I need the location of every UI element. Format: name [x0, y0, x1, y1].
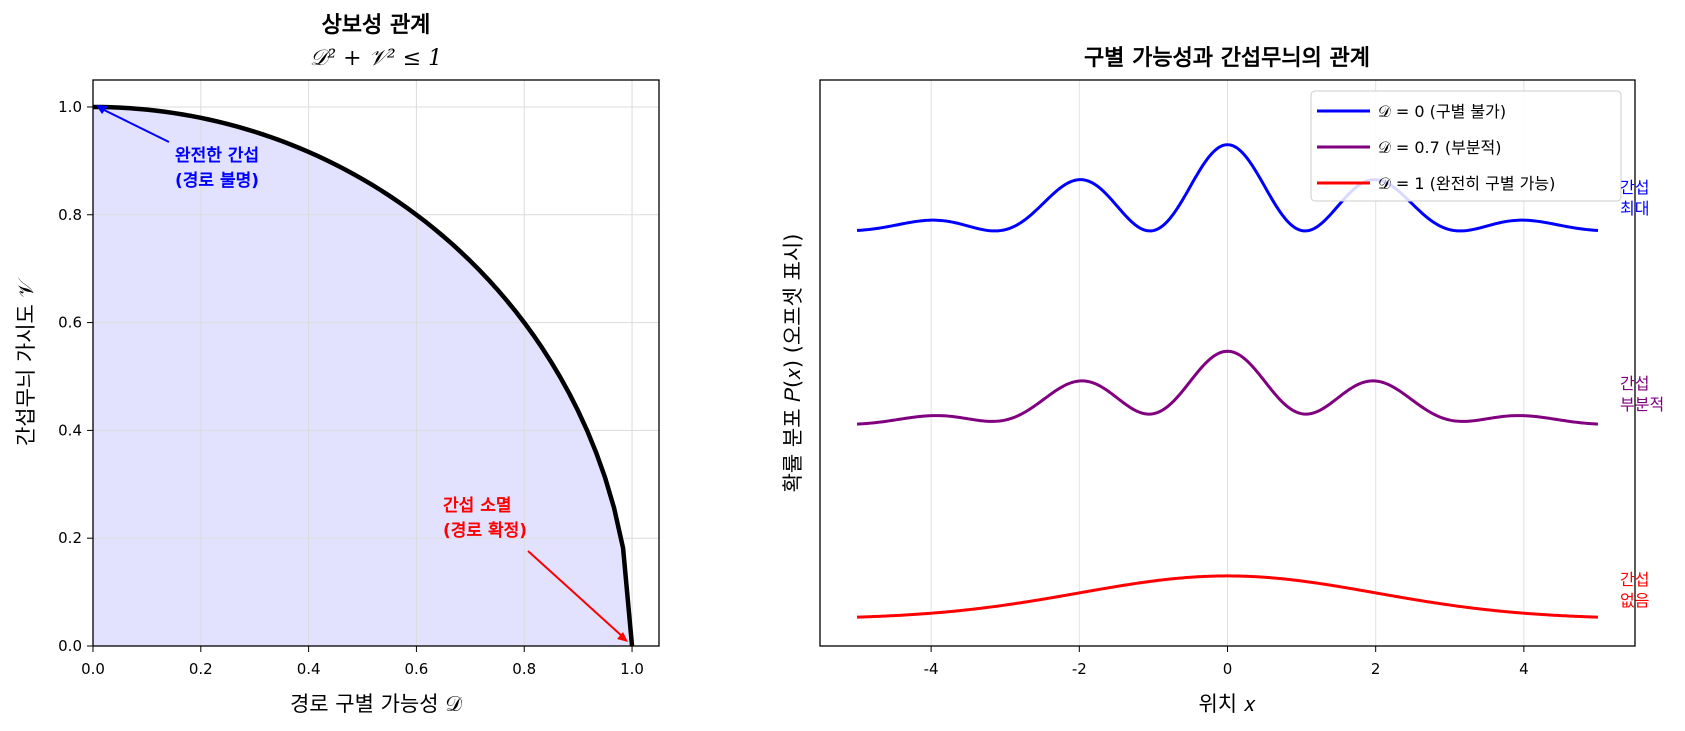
left-y-axis-label: 간섭무늬 가시도 𝒱	[14, 276, 38, 446]
side-label-none: 간섭 없음	[1620, 570, 1649, 610]
allowed-region-fill	[93, 106, 633, 646]
arrowhead-red-icon	[617, 632, 628, 642]
legend-label-d1: 𝒟 = 1 (완전히 구별 가능)	[1378, 174, 1555, 193]
annotation-interference-vanishes-line1: 간섭 소멸	[443, 496, 511, 516]
left-y-tick-label: 0.0	[58, 637, 82, 655]
right-y-axis-label: 확률 분포 𝑃(𝑥) (오프셋 표시)	[781, 234, 805, 493]
left-y-tick-label: 0.4	[58, 421, 82, 439]
left-y-tick-label: 0.8	[58, 206, 82, 224]
annotation-full-interference: 완전한 간섭 (경로 불명)	[96, 105, 259, 191]
right-ticks: -4 -2 0 2 4	[924, 646, 1529, 678]
left-chart-title: 상보성 관계	[322, 13, 431, 38]
series-line-1	[856, 349, 1599, 426]
complementarity-chart: 0.0 0.2 0.4 0.6 0.8 1.0 0.0 0.2 0.4 0.6 0.8 1.0 상보성…	[14, 13, 660, 716]
left-ticks: 0.0 0.2 0.4 0.6 0.8 1.0 0.0 0.2 0.4 0.6 0.8 1.0	[58, 98, 644, 678]
annotation-full-interference-line1: 완전한 간섭	[175, 146, 259, 166]
left-x-tick-label: 0.6	[404, 660, 428, 678]
left-x-tick-label: 0.2	[189, 660, 213, 678]
legend: 𝒟 = 0 (구별 불가) 𝒟 = 0.7 (부분적) 𝒟 = 1 (완전히 구…	[1310, 90, 1622, 202]
annotation-arrow-red	[527, 550, 624, 638]
side-label-max: 간섭 최대	[1620, 178, 1649, 218]
side-label-max-line2: 최대	[1620, 199, 1649, 218]
probability-curves	[856, 143, 1599, 619]
left-y-tick-label: 0.6	[58, 314, 82, 332]
annotation-interference-vanishes: 간섭 소멸 (경로 확정)	[443, 496, 628, 642]
right-x-axis-label: 위치 𝑥	[1198, 692, 1255, 716]
series-line-2	[857, 574, 1598, 619]
series-line-0	[856, 143, 1599, 233]
right-x-tick-label: 4	[1519, 660, 1529, 678]
side-label-max-line1: 간섭	[1620, 178, 1649, 197]
left-x-tick-label: 0.0	[81, 660, 105, 678]
left-x-tick-label: 0.8	[512, 660, 536, 678]
right-x-tick-label: 0	[1223, 660, 1233, 678]
left-y-tick-label: 1.0	[58, 98, 82, 116]
boundary-curve	[92, 104, 635, 647]
right-chart-title: 구별 가능성과 간섭무늬의 관계	[1084, 46, 1370, 71]
left-x-axis-label: 경로 구별 가능성 𝒟	[290, 692, 462, 716]
left-x-tick-label: 1.0	[620, 660, 644, 678]
annotation-full-interference-line2: (경로 불명)	[175, 171, 259, 191]
allowed-region-area	[93, 106, 633, 646]
side-label-none-line1: 간섭	[1620, 570, 1649, 589]
legend-label-d07: 𝒟 = 0.7 (부분적)	[1378, 138, 1502, 157]
right-x-tick-label: 2	[1371, 660, 1381, 678]
right-x-tick-label: -4	[924, 660, 939, 678]
right-x-tick-label: -2	[1072, 660, 1087, 678]
arrowhead-blue-icon	[96, 105, 108, 114]
annotation-interference-vanishes-line2: (경로 확정)	[443, 521, 527, 541]
annotation-arrow-blue	[99, 107, 170, 143]
side-label-partial-line1: 간섭	[1620, 374, 1649, 393]
left-chart-subtitle: 𝒟² + 𝒱² ≤ 1	[310, 46, 442, 71]
left-y-tick-label: 0.2	[58, 529, 82, 547]
side-label-partial: 간섭 부분적	[1620, 374, 1664, 414]
side-label-partial-line2: 부분적	[1620, 395, 1664, 414]
boundary-curve-line	[92, 104, 635, 647]
legend-box	[1310, 90, 1622, 202]
side-label-none-line2: 없음	[1620, 591, 1649, 610]
legend-label-d0: 𝒟 = 0 (구별 불가)	[1378, 102, 1506, 121]
distinguishability-interference-chart: -4 -2 0 2 4 구별 가능성과 간섭무늬의 관계 위치 𝑥 확률 분포 𝑃(𝑥)…	[781, 46, 1664, 716]
left-x-tick-label: 0.4	[297, 660, 321, 678]
left-gridlines	[92, 80, 659, 647]
left-axes-frame	[92, 79, 660, 647]
